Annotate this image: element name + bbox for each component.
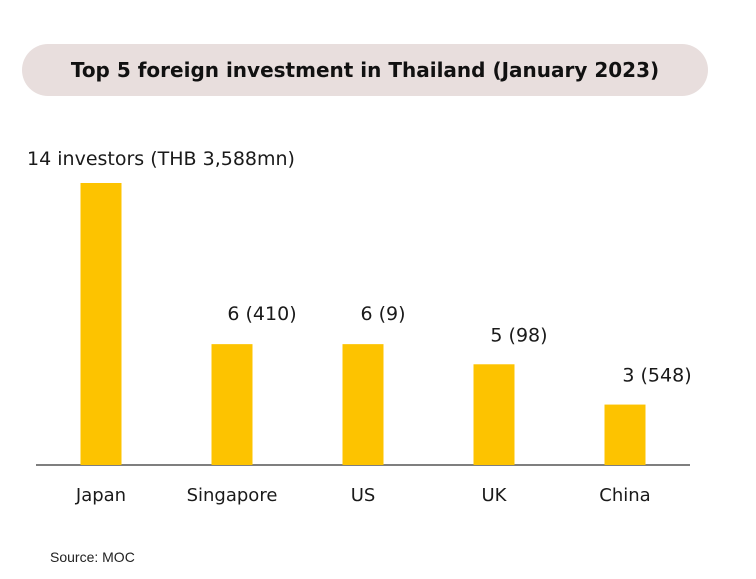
chart-title: Top 5 foreign investment in Thailand (Ja… (70, 58, 660, 82)
category-label-japan: Japan (75, 485, 126, 506)
data-label-singapore: 6 (410) (227, 303, 296, 325)
category-label-us: US (351, 485, 376, 506)
data-label-china: 3 (548) (622, 365, 691, 387)
data-label-japan: 14 investors (THB 3,588mn) (27, 148, 295, 170)
bar-us (342, 344, 384, 465)
bar-uk (473, 364, 515, 465)
source-note: Source: MOC (50, 549, 135, 565)
bar-singapore (211, 344, 253, 465)
data-label-uk: 5 (98) (490, 324, 547, 346)
category-label-singapore: Singapore (187, 485, 278, 506)
category-label-china: China (599, 485, 650, 506)
data-label-us: 6 (9) (360, 303, 405, 325)
chart-title-pill: Top 5 foreign investment in Thailand (Ja… (22, 44, 708, 96)
bar-japan (80, 183, 122, 465)
bar-china (604, 404, 646, 465)
category-label-uk: UK (482, 485, 508, 506)
